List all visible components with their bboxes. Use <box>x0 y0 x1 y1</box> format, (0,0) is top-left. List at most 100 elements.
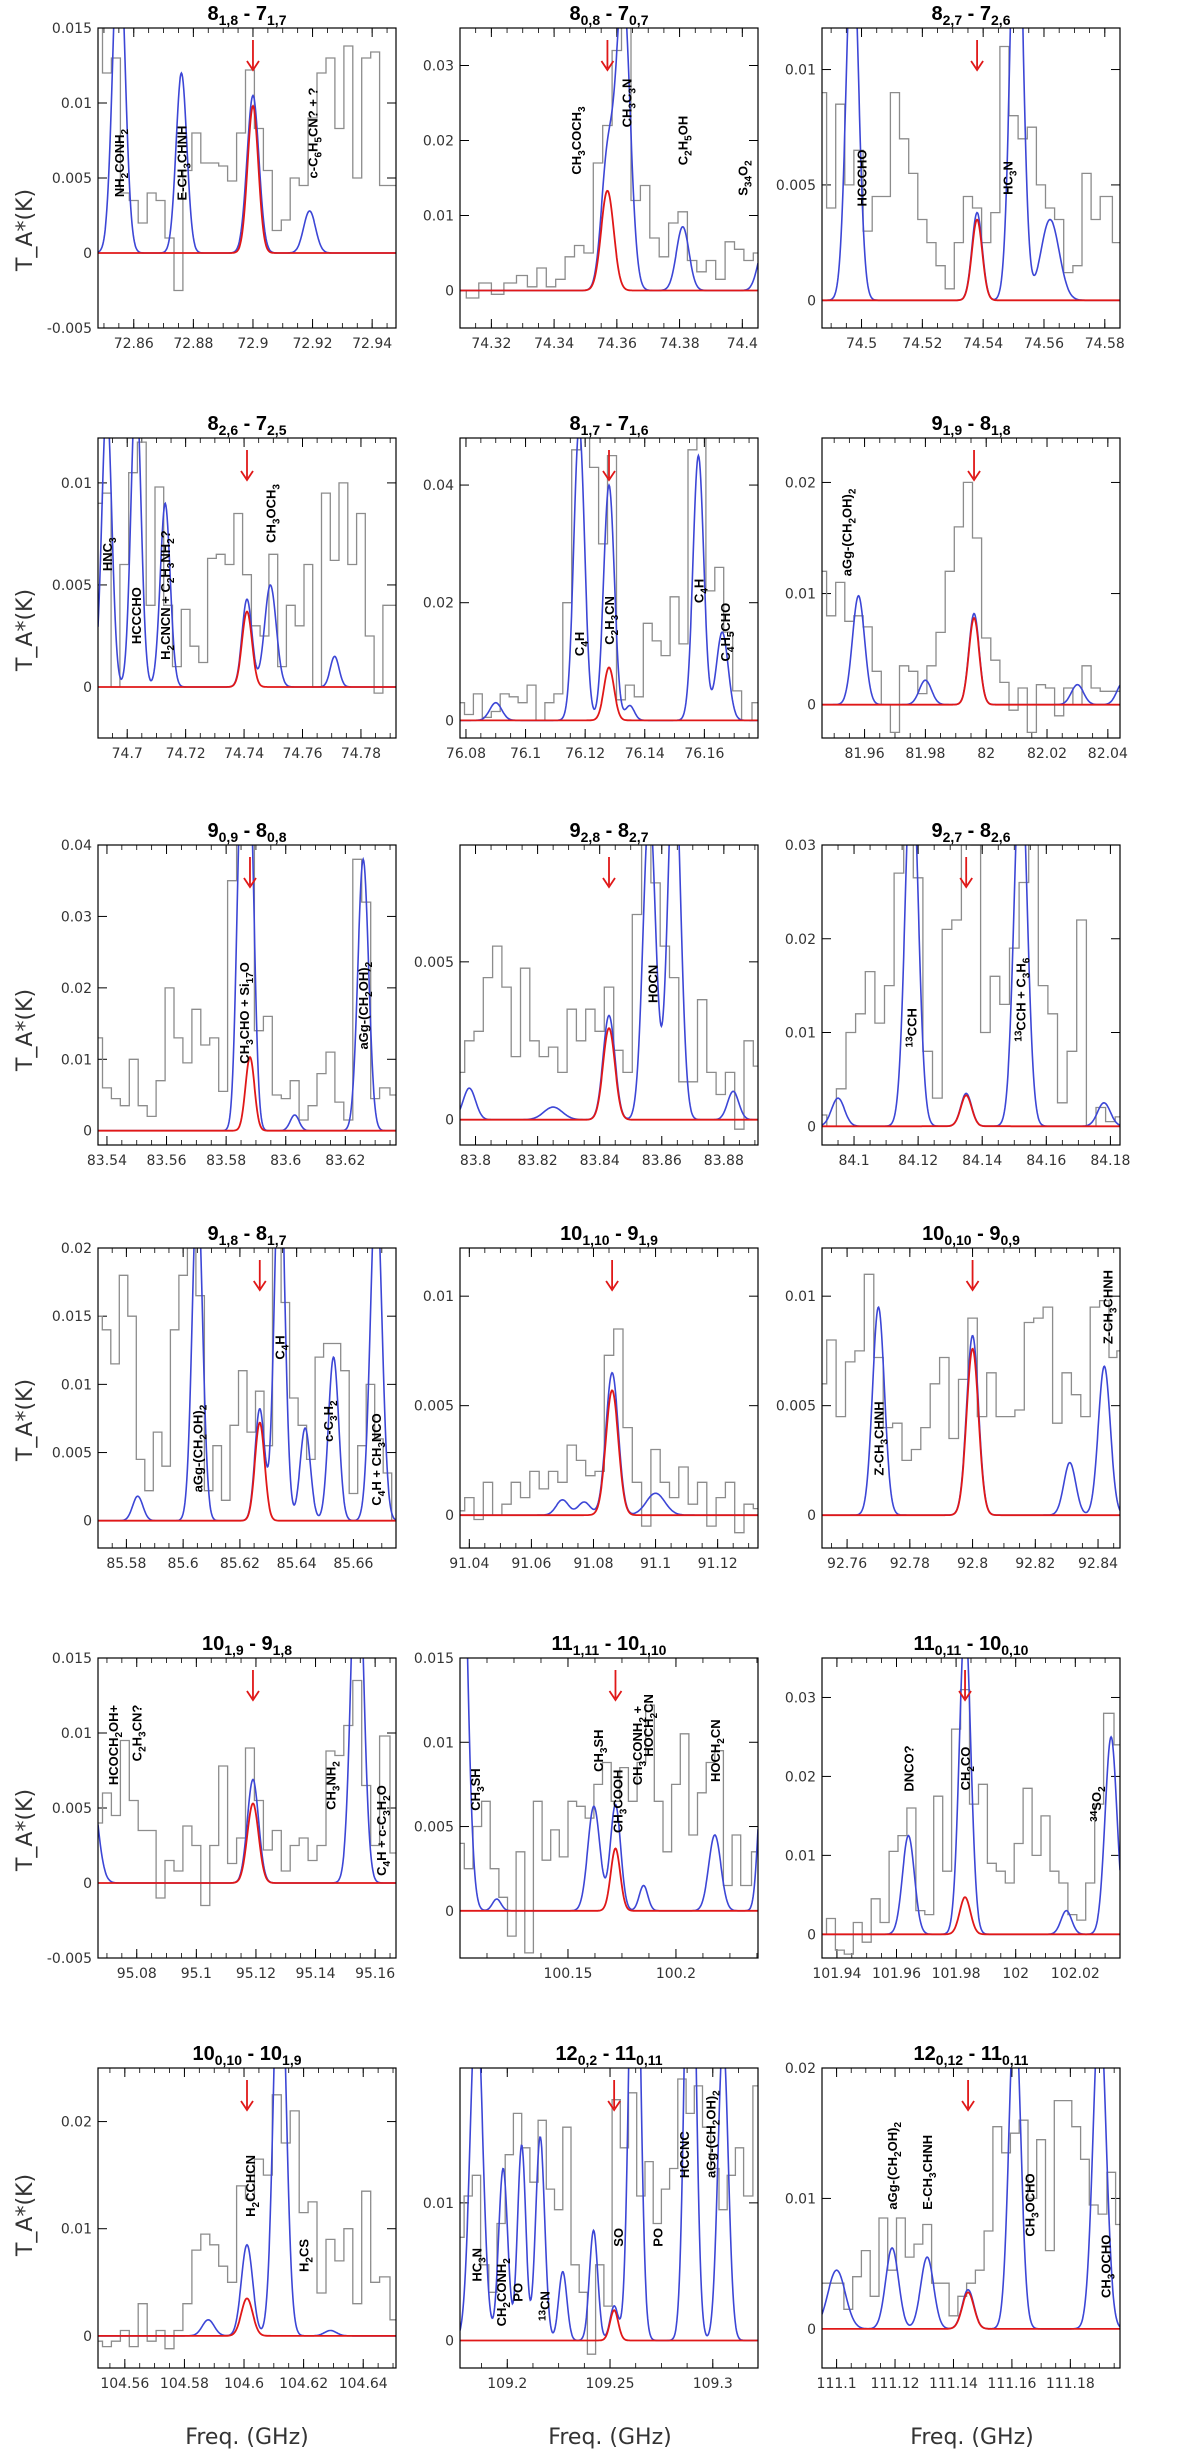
panel-frame <box>821 1657 1121 1959</box>
molecule-label: HCCCHO <box>855 149 870 206</box>
molecule-label-group: HOCH2CN <box>708 1719 727 1782</box>
line-model-spectrum <box>98 1802 396 1884</box>
arrow-head <box>608 1690 623 1702</box>
observed-spectrum <box>822 45 1120 290</box>
panel-title: 110,11 - 100,10 <box>914 1633 1029 1658</box>
x-tick-label: 72.92 <box>293 336 333 352</box>
molecule-label-group: aGg-(CH2OH)2 <box>885 2122 904 2210</box>
molecule-label-group: HC3N <box>469 2248 488 2282</box>
y-tick-label: 0.01 <box>785 2191 816 2207</box>
arrow-head <box>602 877 616 889</box>
panel-frame <box>459 1657 759 1959</box>
y-tick-label: 0.03 <box>423 59 454 75</box>
x-tick-label: 111.12 <box>871 2376 920 2392</box>
arrow-head <box>243 877 257 889</box>
x-tick-label: 74.56 <box>1024 336 1064 352</box>
x-tick-label: 83.6 <box>270 1153 301 1169</box>
total-model-spectrum <box>822 594 1120 706</box>
molecule-label-group: HC3N <box>1001 161 1020 195</box>
x-tick-label: 109.2 <box>487 2376 527 2392</box>
line-model-spectrum <box>822 1094 1120 1128</box>
x-tick-label: 83.62 <box>325 1153 365 1169</box>
spectrum-panel-14: 111,11 - 101,10 100.15 100.2 0 0.005 0.01 0.01… <box>414 1633 759 1982</box>
x-tick-label: 76.08 <box>446 746 486 762</box>
total-model-spectrum <box>460 1371 758 1516</box>
panel-title: 92,8 - 82,7 <box>570 820 649 845</box>
x-tick-label: 95.12 <box>236 1966 276 1982</box>
panel-frame <box>821 27 1121 329</box>
line-model-spectrum <box>822 218 1120 302</box>
x-tick-label: 72.9 <box>237 336 268 352</box>
spectrum-panel-12: 100,10 - 90,9 92.76 92.78 92.8 92.82 92.84 0 0.… <box>776 1223 1121 1572</box>
panel-plot-area <box>98 28 396 292</box>
panel-title: 82,6 - 72,5 <box>208 413 287 438</box>
molecule-label-group: PO <box>650 2228 665 2247</box>
panel-frame <box>459 27 759 329</box>
x-tick-label: 74.34 <box>534 336 574 352</box>
molecule-label-group: c-C6H5CN? + ? <box>306 87 325 178</box>
line-model-spectrum <box>98 610 396 688</box>
molecule-label: HNC3 <box>100 537 119 571</box>
molecule-label: aGg-(CH2OH)2 <box>839 488 858 576</box>
x-tick-label: 83.8 <box>460 1153 491 1169</box>
panel-title: 81,7 - 71,6 <box>570 413 649 438</box>
y-tick-label: 0.015 <box>52 21 92 37</box>
arrow-head <box>959 877 973 889</box>
panel-frame <box>821 437 1121 739</box>
x-tick-label: 74.5 <box>846 336 877 352</box>
molecule-label: HOCH2CN <box>641 1694 660 1757</box>
x-tick-label: 91.06 <box>511 1556 551 1572</box>
molecule-label: C2H5OH <box>676 116 695 165</box>
total-model-spectrum <box>460 28 758 292</box>
arrow-head <box>970 60 984 72</box>
molecule-label: aGg-(CH2OH)2 <box>356 961 375 1049</box>
x-axis-label-col1: Freq. (GHz) <box>185 2425 308 2450</box>
panel-plot-area <box>822 845 1120 1128</box>
x-tick-label: 84.18 <box>1090 1153 1130 1169</box>
y-tick-label: 0.005 <box>414 955 454 971</box>
x-tick-label: 91.08 <box>573 1556 613 1572</box>
spectrum-panel-18: 120,12 - 110,11 111.1 111.12 111.14 111.16 11… <box>785 2043 1121 2392</box>
panel-frame <box>821 2067 1121 2369</box>
y-tick-label: 0.005 <box>52 171 92 187</box>
panel-plot-area <box>98 845 396 1132</box>
line-model-spectrum <box>460 1847 758 1912</box>
spectrum-panel-6: 91,9 - 81,8 81.96 81.98 82 82.02 82.04 0 0.01 0.… <box>785 413 1128 762</box>
molecule-label: c-C6H5CN? + ? <box>306 87 325 178</box>
molecule-label: H2CNCN + C2H3NH2? <box>158 530 177 660</box>
molecule-label: CH3COOH <box>611 1770 630 1833</box>
arrow-head <box>246 1690 260 1702</box>
x-tick-label: 85.6 <box>168 1556 199 1572</box>
x-tick-label: 95.08 <box>117 1966 157 1982</box>
panel-title: 81,8 - 71,7 <box>208 3 287 28</box>
panel-title: 82,7 - 72,6 <box>932 3 1011 28</box>
panel-plot-area <box>822 481 1120 734</box>
x-tick-label: 84.16 <box>1026 1153 1066 1169</box>
panel-plot-area <box>98 438 396 694</box>
panel-title: 80,8 - 70,7 <box>570 3 649 28</box>
molecule-label: HCCNC <box>677 2131 692 2179</box>
observed-spectrum <box>822 1273 1120 1462</box>
molecule-label-group: C4H5CHO <box>718 603 737 662</box>
molecule-label-group: CH3CHO + Si17O <box>237 962 256 1064</box>
x-axis-label-col2: Freq. (GHz) <box>548 2425 671 2450</box>
y-tick-label: 0.015 <box>52 1309 92 1325</box>
x-tick-label: 104.64 <box>339 2376 388 2392</box>
y-tick-label: 0 <box>445 713 454 729</box>
panel-title: 91,8 - 81,7 <box>208 1223 287 1248</box>
total-model-spectrum <box>460 845 758 1121</box>
panel-frame <box>459 2067 759 2369</box>
arrow-head <box>958 1690 972 1702</box>
observed-spectrum <box>98 441 396 694</box>
spectrum-panel-11: 101,10 - 91,9 91.04 91.06 91.08 91.1 91.12 0 0.… <box>414 1223 759 1572</box>
x-tick-label: 104.56 <box>100 2376 149 2392</box>
molecule-label-group: CH2CO <box>958 1747 977 1791</box>
molecule-label: C4H <box>691 579 710 603</box>
y-tick-label: 0 <box>807 1119 816 1135</box>
molecule-label: CH3OCH3 <box>263 484 282 543</box>
molecule-label-group: c-C3H2 <box>321 1400 340 1442</box>
y-tick-label: 0.01 <box>785 1026 816 1042</box>
x-tick-label: 109.3 <box>693 2376 733 2392</box>
y-tick-label: 0 <box>445 1113 454 1129</box>
molecule-label: H2CS <box>297 2239 316 2272</box>
